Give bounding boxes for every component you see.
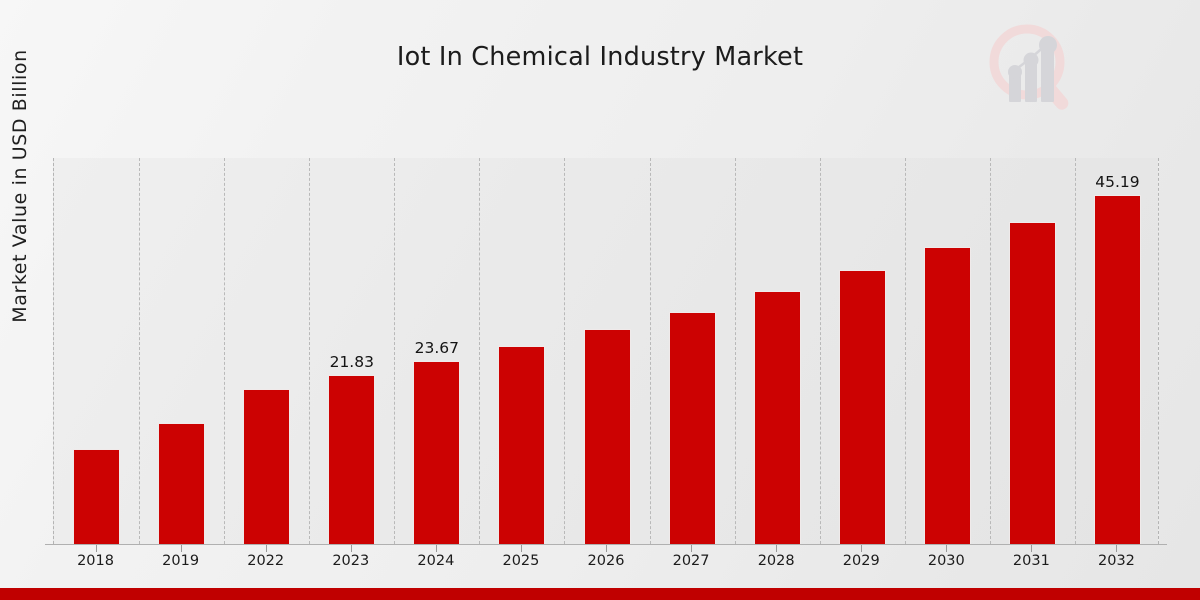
bar-2026[interactable] — [583, 329, 631, 544]
x-axis-tick — [180, 545, 182, 552]
x-axis-tick — [520, 545, 522, 552]
x-axis-label-2026: 2026 — [587, 553, 625, 569]
bar-2023[interactable] — [328, 375, 376, 544]
x-axis-tick — [350, 545, 352, 552]
gridline — [224, 158, 226, 544]
x-axis-tick — [606, 545, 607, 552]
bar-2019[interactable] — [158, 423, 206, 544]
x-axis-label-2019: 2019 — [162, 553, 200, 569]
x-axis-label-2031: 2031 — [1012, 553, 1050, 569]
x-axis-label-2027: 2027 — [672, 553, 710, 569]
bar-group[interactable]: 38.47 — [923, 247, 971, 544]
bar-group[interactable]: 23.67 — [413, 338, 461, 544]
gridline — [564, 158, 566, 544]
bar-group[interactable]: 32.77 — [753, 291, 801, 544]
bar-2024[interactable] — [413, 361, 461, 544]
x-axis-label-2029: 2029 — [842, 553, 880, 569]
bar-2018[interactable] — [73, 449, 121, 544]
x-axis-tick — [265, 545, 267, 552]
x-axis-label-2028: 2028 — [757, 553, 795, 569]
plot-area: 12.3 15.68 20.08 21.83 23.67 25.65 27.85 30.05 3… — [53, 158, 1159, 544]
gridline — [734, 158, 736, 544]
bar-group[interactable]: 35.49 — [838, 270, 886, 544]
gridline — [394, 158, 396, 544]
bar-value-label: 45.19 — [1095, 172, 1140, 191]
bar-group[interactable]: 27.85 — [583, 329, 631, 544]
x-axis-line — [45, 544, 1167, 545]
bar-group[interactable]: 30.05 — [668, 312, 716, 544]
bar-2025[interactable] — [498, 346, 546, 544]
bar-value-label: 21.83 — [329, 352, 374, 371]
gridline — [819, 158, 821, 544]
x-axis-label-2023: 2023 — [332, 553, 370, 569]
gridline — [649, 158, 651, 544]
bar-group[interactable]: 15.68 — [158, 423, 206, 544]
bar-2022[interactable] — [243, 389, 291, 544]
bar-2031[interactable] — [1008, 222, 1056, 544]
bar-2032[interactable] — [1093, 195, 1141, 544]
x-axis-tick — [691, 545, 693, 552]
gridline — [904, 158, 906, 544]
x-axis-tick — [1031, 545, 1033, 552]
bar-group[interactable]: 12.3 — [73, 449, 121, 544]
page-title: Iot In Chemical Industry Market — [396, 42, 804, 72]
gridline — [479, 158, 481, 544]
bar-2029[interactable] — [838, 270, 886, 544]
gridline — [139, 158, 141, 544]
bar-group[interactable]: 25.65 — [498, 346, 546, 544]
bar-2030[interactable] — [923, 247, 971, 544]
x-axis-label-2025: 2025 — [502, 553, 540, 569]
x-axis-tick — [946, 545, 948, 552]
gridline — [1074, 158, 1076, 544]
x-axis-label-2032: 2032 — [1098, 553, 1135, 569]
x-axis-tick — [435, 545, 437, 552]
x-axis-label-2018: 2018 — [77, 553, 114, 569]
bar-2027[interactable] — [668, 312, 716, 544]
bar-group[interactable]: 45.19 — [1093, 172, 1141, 544]
x-axis-label-2022: 2022 — [247, 553, 285, 569]
y-axis-title: Market Value in USD Billion — [9, 49, 31, 323]
gridline — [309, 158, 311, 544]
bar-2028[interactable] — [753, 291, 801, 544]
x-axis-tick — [776, 545, 778, 552]
bottom-accent-bar — [0, 588, 1200, 600]
x-axis-label-2030: 2030 — [927, 553, 965, 569]
x-axis-tick — [1116, 545, 1118, 552]
x-axis-tick — [861, 545, 863, 552]
bar-group[interactable]: 21.83 — [328, 352, 376, 544]
bar-value-label: 23.67 — [414, 338, 460, 357]
bar-group[interactable]: 20.08 — [243, 389, 291, 544]
x-axis-tick — [95, 545, 97, 552]
x-axis-label-2024: 2024 — [417, 553, 455, 569]
gridline — [989, 158, 991, 544]
bar-group[interactable]: 41.71 — [1008, 222, 1056, 544]
